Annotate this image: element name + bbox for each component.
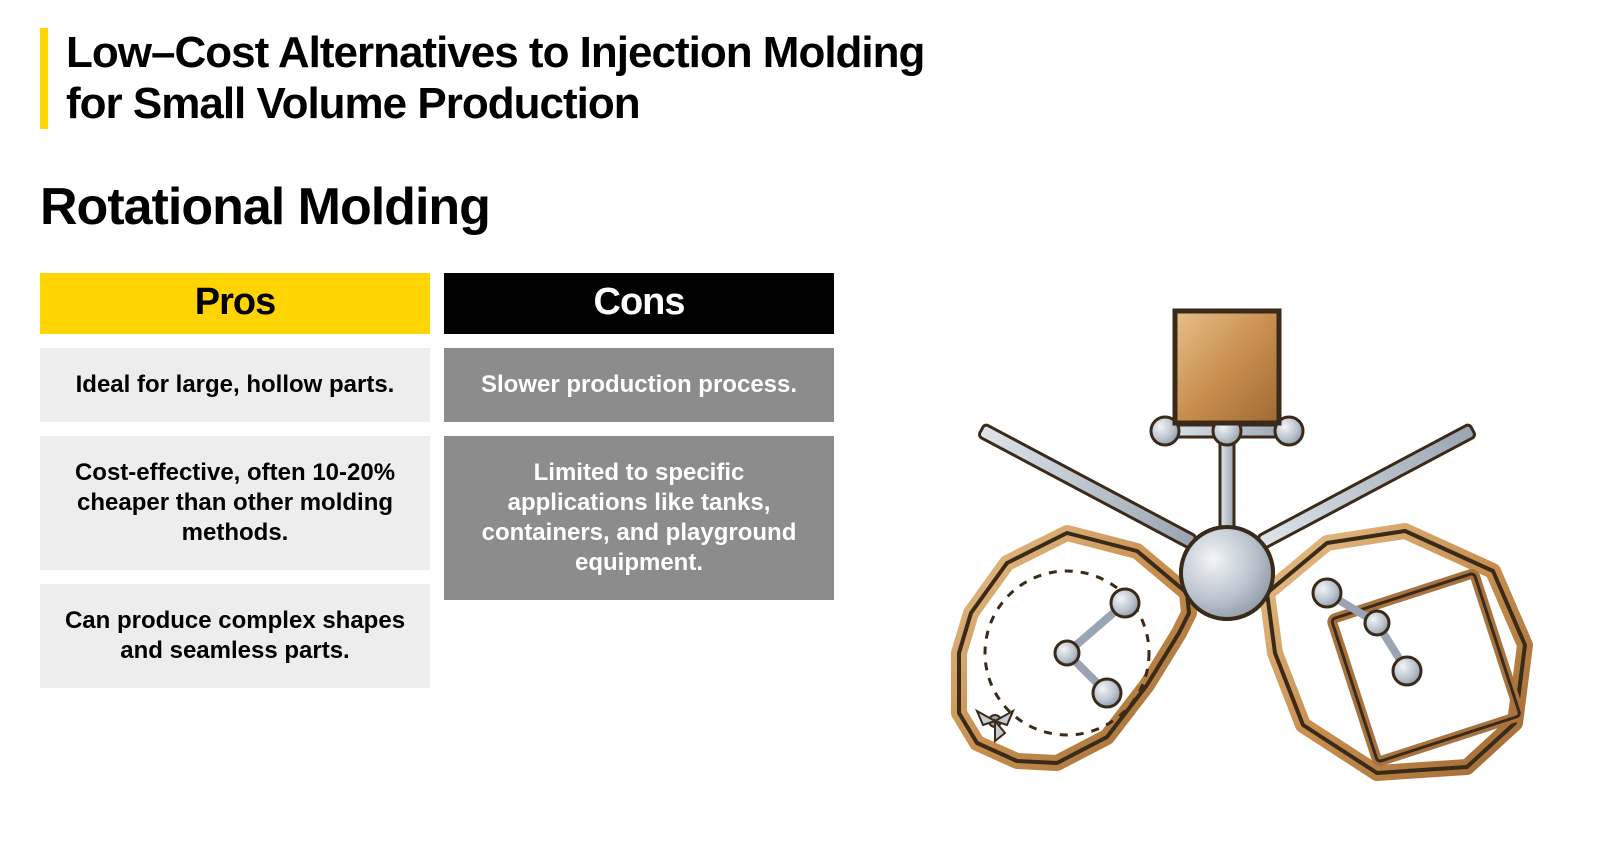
page-header: Low–Cost Alternatives to Injection Moldi… xyxy=(40,28,1560,129)
pros-header: Pros xyxy=(40,273,430,334)
content-row: Pros Ideal for large, hollow parts. Cost… xyxy=(40,273,1560,813)
cons-column: Cons Slower production process. Limited … xyxy=(444,273,834,688)
pros-cell-3: Can produce complex shapes and seamless … xyxy=(40,584,430,688)
cons-cell-2: Limited to specific applications like ta… xyxy=(444,436,834,600)
cons-cell-1: Slower production process. xyxy=(444,348,834,422)
machine-icon xyxy=(907,293,1547,813)
rotational-molding-diagram xyxy=(894,273,1560,813)
header-line-1: Low–Cost Alternatives to Injection Moldi… xyxy=(66,28,1560,79)
section-title: Rotational Molding xyxy=(40,177,1560,237)
pros-cons-table: Pros Ideal for large, hollow parts. Cost… xyxy=(40,273,834,688)
pros-cell-1: Ideal for large, hollow parts. xyxy=(40,348,430,422)
header-line-2: for Small Volume Production xyxy=(66,79,1560,130)
pros-column: Pros Ideal for large, hollow parts. Cost… xyxy=(40,273,430,688)
cons-header: Cons xyxy=(444,273,834,334)
pros-cell-2: Cost-effective, often 10-20% cheaper tha… xyxy=(40,436,430,570)
